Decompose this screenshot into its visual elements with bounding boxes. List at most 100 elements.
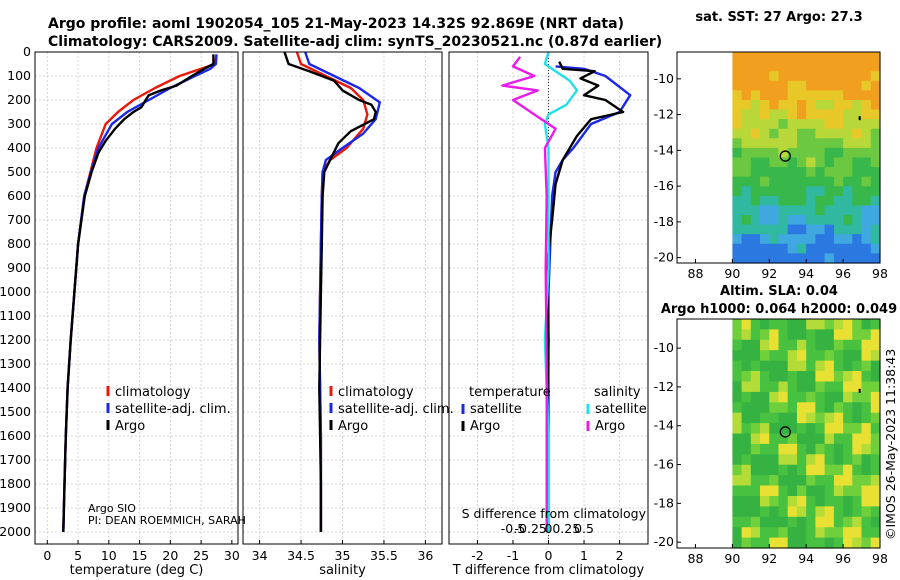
temperature-xtick-label: 10	[101, 548, 117, 563]
sst-map-cell	[769, 234, 780, 245]
sst-map-cell	[750, 167, 761, 178]
sla-map-cell	[769, 527, 780, 539]
top-xtick-label: 0.5	[574, 521, 594, 536]
sla-map-cell	[870, 360, 881, 372]
sst-map-cell	[787, 186, 798, 197]
sst-map-cell	[843, 224, 853, 235]
salinity-xtick-label: 35	[335, 548, 351, 563]
sla-map-cell	[760, 423, 770, 435]
sst-map-cell	[824, 205, 835, 216]
sst-map-cell	[732, 186, 743, 197]
sst-map-cell	[778, 176, 789, 187]
sla-map-cell	[833, 391, 844, 403]
sla-map-cell	[806, 516, 816, 528]
sla-map-cell	[769, 516, 780, 528]
sst-map-cell	[778, 52, 789, 63]
sst-map-cell	[870, 205, 881, 216]
sst-map-cell	[833, 147, 844, 159]
salinity-xtick-label: 35.5	[370, 548, 398, 563]
sla-map-cell	[861, 496, 872, 507]
sla-map-cell	[861, 371, 872, 382]
sst-map-cell	[824, 61, 835, 72]
top-xtick-label: 0	[545, 521, 553, 536]
sla-map-cell	[824, 537, 835, 549]
sst-map-cell	[760, 52, 770, 63]
sst-map-cell	[769, 71, 780, 82]
sla-map-cell	[732, 496, 743, 507]
sla-map-cell	[732, 381, 743, 393]
sst-map-cell	[870, 71, 881, 82]
sst-map-cell	[852, 167, 863, 178]
sst-map-cell	[787, 157, 798, 168]
sst-map-cell	[760, 176, 770, 187]
sla-map-cell	[760, 402, 770, 414]
sla-map-cell	[815, 506, 826, 518]
sst-map-cell	[732, 119, 743, 130]
sst-map-cell	[732, 195, 743, 207]
sla-map-cell	[769, 319, 780, 330]
sla-map-cell	[852, 371, 863, 382]
sst-map-cell	[833, 80, 844, 91]
sla-map-cell	[750, 412, 761, 424]
sst-map-cell	[760, 224, 770, 235]
sla-map-cell	[824, 391, 835, 403]
sst-map-cell	[787, 215, 798, 226]
sla-map-cell	[833, 443, 844, 455]
sla-map-cell	[815, 537, 826, 549]
sla-map-cell	[750, 516, 761, 528]
sla-map-cell	[778, 319, 789, 330]
difference-legend-label: satellite	[470, 402, 522, 417]
sst-map-xtick-label: 96	[835, 266, 851, 281]
sla-map-cell	[815, 475, 826, 487]
sst-map-cell	[852, 128, 863, 139]
sla-map-cell	[750, 454, 761, 466]
sst-map-cell	[815, 100, 826, 111]
sst-map-cell	[806, 205, 816, 216]
sst-map-cell	[778, 90, 789, 101]
sst-map-cell	[750, 90, 761, 101]
sla-map-cell	[732, 360, 743, 372]
sst-map-cell	[732, 71, 743, 82]
sla-map-cell	[732, 423, 743, 435]
sst-map-xtick-label: 88	[688, 266, 704, 281]
sla-map-cell	[787, 496, 798, 507]
sla-map-cell	[741, 516, 752, 528]
sla-map-cell	[861, 391, 872, 403]
temperature-ytick-label: 0	[23, 44, 31, 59]
sla-map-cell	[741, 506, 752, 518]
sla-map: 88 90 92 94 96 98 -10 -12 -14 -16 -18 -20	[654, 318, 888, 566]
sla-map-cell	[852, 391, 863, 403]
sst-map-cell	[852, 61, 863, 72]
sst-map-title: sat. SST: 27 Argo: 27.3	[695, 10, 862, 25]
sla-map-cell	[824, 443, 835, 455]
sla-map-cell	[732, 412, 743, 424]
sst-map-cell	[861, 71, 872, 82]
sst-map-cell	[750, 157, 761, 168]
sla-map-cell	[797, 464, 807, 476]
sla-map-cell	[806, 423, 816, 435]
sla-map-cell	[760, 506, 770, 518]
sla-map-cell	[760, 496, 770, 507]
sla-map-cell	[843, 527, 853, 539]
sla-map-cell	[741, 537, 752, 549]
sst-map-cell	[778, 253, 789, 264]
sst-map-cell	[778, 234, 789, 245]
sst-map-cell	[843, 109, 853, 120]
sst-map-cell	[833, 109, 844, 120]
sla-map-cell	[741, 454, 752, 466]
sla-map-cell	[797, 391, 807, 403]
sla-map-cell	[787, 381, 798, 393]
sst-map-cell	[861, 205, 872, 216]
sla-map-cell	[833, 485, 844, 497]
sla-map-cell	[815, 319, 826, 330]
sst-map-cell	[815, 80, 826, 91]
sst-map-cell	[806, 176, 816, 187]
sst-map-cell	[815, 224, 826, 235]
sst-map-cell	[778, 147, 789, 159]
sst-map-cell	[843, 138, 853, 149]
sla-map-cell	[815, 423, 826, 435]
temperature-ytick-label: 1500	[0, 404, 31, 419]
sst-map-cell	[732, 215, 743, 226]
sst-map-cell	[778, 224, 789, 235]
